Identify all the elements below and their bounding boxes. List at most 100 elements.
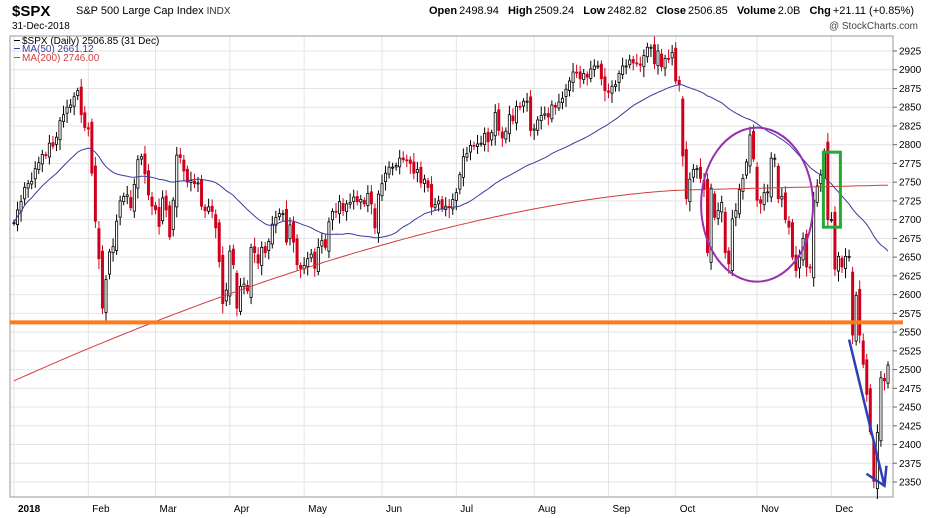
candle-body xyxy=(40,154,44,165)
candle-body xyxy=(575,71,579,74)
candle-body xyxy=(886,364,890,384)
legend-ma200: MA(200) 2746.00 xyxy=(22,53,100,64)
chart-date: 31-Dec-2018 xyxy=(12,21,70,32)
candle-body xyxy=(277,213,281,218)
candle-body xyxy=(299,264,303,269)
ma200-line xyxy=(13,184,889,382)
stockcharts-credit[interactable]: @ StockCharts.com xyxy=(828,21,918,32)
candle-body xyxy=(238,285,242,312)
candle-body xyxy=(292,221,296,243)
candle-body xyxy=(713,193,717,218)
candle-body xyxy=(422,178,426,184)
candle-body xyxy=(30,181,34,185)
candle-body xyxy=(783,192,787,221)
candle-body xyxy=(603,76,607,92)
candle-body xyxy=(323,239,327,248)
candle-body xyxy=(861,340,865,365)
candle-body xyxy=(221,254,225,305)
candle-body xyxy=(476,143,480,147)
y-tick-label: 2875 xyxy=(899,84,922,95)
candle-body xyxy=(437,200,441,205)
candle-body xyxy=(511,115,515,122)
candle-body xyxy=(451,199,455,210)
candle-body xyxy=(161,197,165,222)
candle-body xyxy=(568,80,572,91)
x-tick-label: Apr xyxy=(234,504,250,515)
candle-body xyxy=(642,55,646,68)
trend-arrow-head xyxy=(865,465,888,488)
candle-body xyxy=(143,153,147,175)
candle-body xyxy=(387,166,391,175)
candle-body xyxy=(189,180,193,183)
y-tick-label: 2350 xyxy=(899,478,922,489)
candle-body xyxy=(203,206,207,212)
candle-body xyxy=(769,157,773,198)
candle-body xyxy=(606,90,610,93)
y-axis: 2350 2375 2400 2425 2450 2475 2500 2525 2550 2575… xyxy=(893,46,922,489)
x-tick-label: Oct xyxy=(680,504,696,515)
candle-body xyxy=(808,266,812,269)
candle-body xyxy=(468,145,472,153)
candle-body xyxy=(26,183,30,189)
candle-body xyxy=(798,256,802,269)
candle-body xyxy=(129,197,133,209)
candle-body xyxy=(415,169,419,173)
candle-body xyxy=(79,86,83,116)
candle-body xyxy=(178,154,182,158)
candle-body xyxy=(479,142,483,145)
candle-body xyxy=(744,161,748,176)
candle-body xyxy=(614,84,618,87)
candle-body xyxy=(341,203,345,212)
candle-body xyxy=(352,196,356,202)
candle-body xyxy=(550,104,554,120)
annotations xyxy=(10,126,903,488)
candle-body xyxy=(507,114,511,135)
candle-body xyxy=(90,121,94,174)
candle-body xyxy=(539,115,543,122)
candle-body xyxy=(727,250,731,265)
candle-body xyxy=(412,161,416,174)
candle-body xyxy=(560,97,564,103)
candle-body xyxy=(706,178,710,254)
candle-body xyxy=(610,85,614,94)
candle-body xyxy=(394,165,398,168)
candle-body xyxy=(691,169,695,178)
candle-body xyxy=(628,59,632,66)
y-tick-label: 2750 xyxy=(899,178,922,189)
exchange-label: INDX xyxy=(206,6,231,17)
y-tick-label: 2475 xyxy=(899,384,922,395)
volume-label: Volume xyxy=(736,5,776,17)
candle-body xyxy=(599,63,603,80)
candle-body xyxy=(486,131,490,143)
candle-body xyxy=(348,202,352,205)
candle-body xyxy=(776,165,780,200)
candle-body xyxy=(146,170,150,196)
candle-body xyxy=(553,105,557,108)
candle-body xyxy=(54,136,58,145)
candle-body xyxy=(405,159,409,162)
candle-body xyxy=(829,219,833,222)
open-label: Open xyxy=(428,5,458,17)
y-tick-label: 2525 xyxy=(899,346,922,357)
candle-body xyxy=(359,199,363,203)
candle-body xyxy=(525,100,529,103)
low-label: Low xyxy=(583,5,606,17)
candle-body xyxy=(645,46,649,58)
candle-body xyxy=(716,210,720,219)
candle-body xyxy=(284,208,288,243)
ticker-symbol[interactable]: $SPX xyxy=(12,3,51,20)
x-tick-label: Mar xyxy=(160,504,178,515)
candle-body xyxy=(214,214,218,229)
candle-body xyxy=(458,174,462,190)
candle-body xyxy=(313,251,317,269)
candle-body xyxy=(836,255,840,272)
candle-body xyxy=(695,168,699,171)
candle-body xyxy=(23,187,27,200)
candle-body xyxy=(306,258,310,267)
candle-body xyxy=(33,168,37,180)
candle-body xyxy=(656,50,660,67)
plot-frame xyxy=(9,35,894,498)
ma50-line xyxy=(13,83,889,252)
candle-body xyxy=(557,101,561,109)
